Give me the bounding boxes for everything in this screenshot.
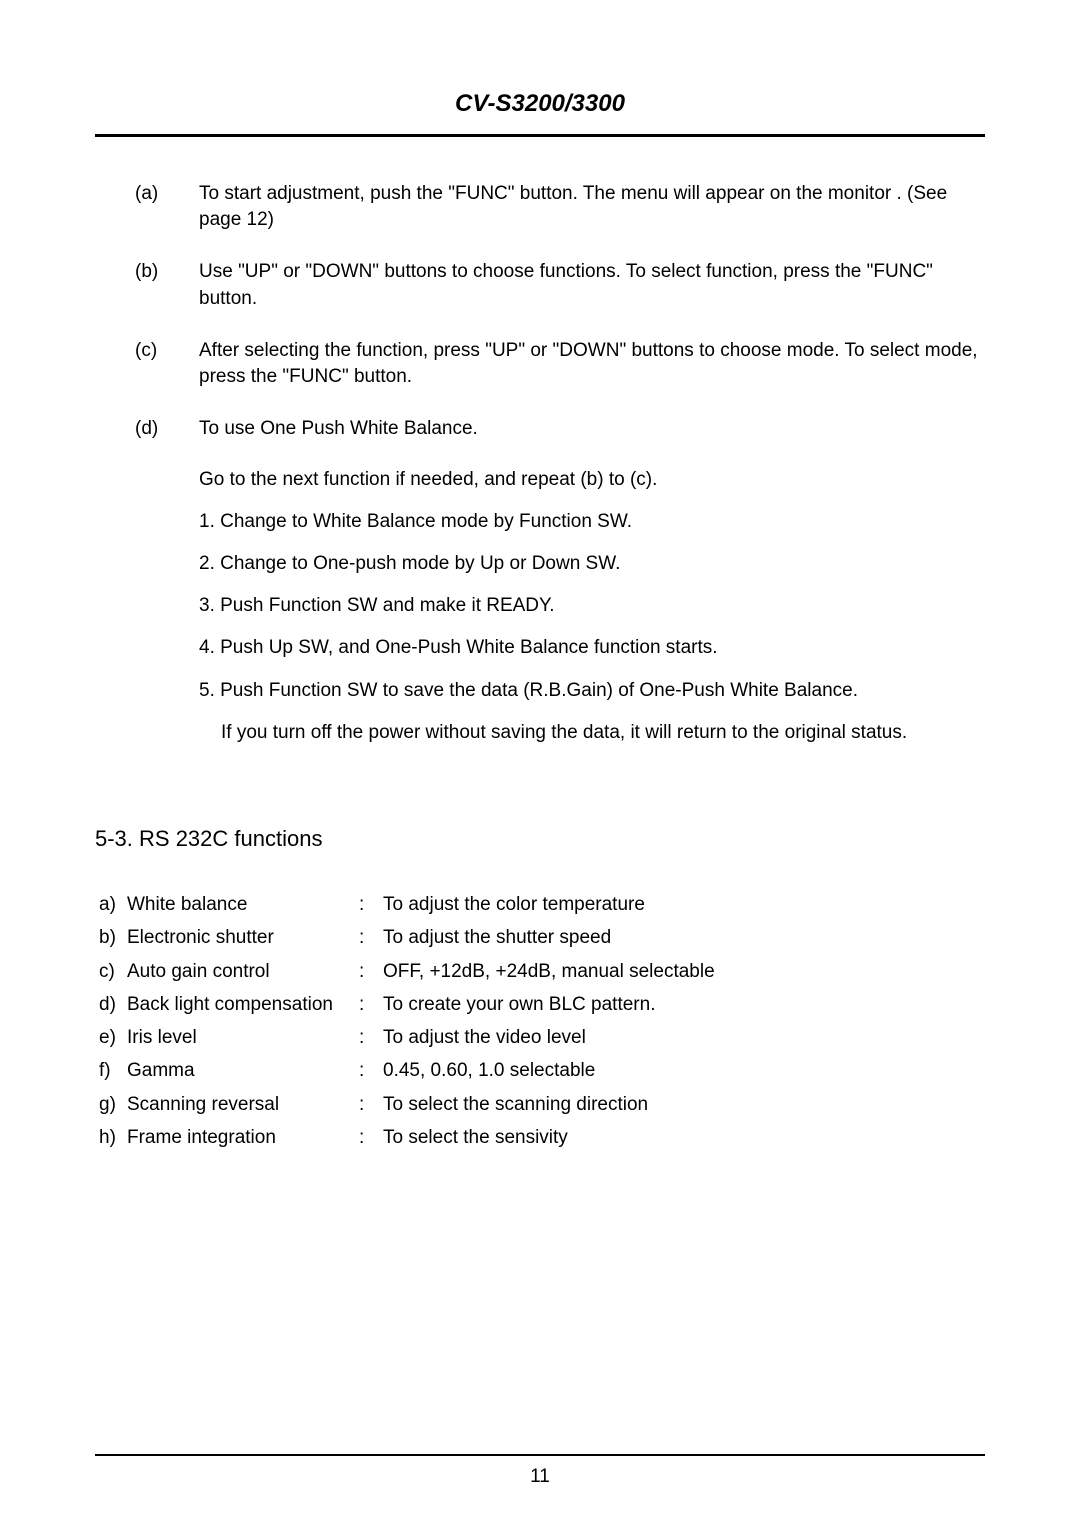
function-name: Auto gain control: [127, 955, 359, 988]
function-colon: :: [359, 955, 377, 988]
instruction-label: (a): [135, 181, 199, 233]
function-desc: To adjust the color temperature: [377, 888, 985, 921]
function-desc: To select the sensivity: [377, 1121, 985, 1154]
instruction-body: To start adjustment, push the "FUNC" but…: [199, 181, 985, 233]
page-title: CV-S3200/3300: [95, 90, 985, 118]
instruction-sublist: Go to the next function if needed, and r…: [199, 451, 985, 747]
page-footer: 11: [95, 1454, 985, 1488]
footer-rule: [95, 1454, 985, 1456]
function-name: White balance: [127, 888, 359, 921]
function-letter: g): [99, 1088, 127, 1121]
function-name: Gamma: [127, 1054, 359, 1087]
function-letter: f): [99, 1054, 127, 1087]
instruction-subline: 2. Change to One-push mode by Up or Down…: [199, 551, 985, 577]
function-colon: :: [359, 888, 377, 921]
functions-table: a) White balance : To adjust the color t…: [99, 888, 985, 1154]
function-row: b) Electronic shutter : To adjust the sh…: [99, 921, 985, 954]
instruction-subline: Go to the next function if needed, and r…: [199, 467, 985, 493]
function-row: a) White balance : To adjust the color t…: [99, 888, 985, 921]
function-colon: :: [359, 988, 377, 1021]
function-row: g) Scanning reversal : To select the sca…: [99, 1088, 985, 1121]
function-row: c) Auto gain control : OFF, +12dB, +24dB…: [99, 955, 985, 988]
instruction-subline: 3. Push Function SW and make it READY.: [199, 593, 985, 619]
function-colon: :: [359, 921, 377, 954]
function-colon: :: [359, 1021, 377, 1054]
function-colon: :: [359, 1121, 377, 1154]
function-desc: To select the scanning direction: [377, 1088, 985, 1121]
function-desc: 0.45, 0.60, 1.0 selectable: [377, 1054, 985, 1087]
function-row: h) Frame integration : To select the sen…: [99, 1121, 985, 1154]
header-rule: [95, 134, 985, 137]
function-name: Back light compensation: [127, 988, 359, 1021]
function-name: Iris level: [127, 1021, 359, 1054]
function-colon: :: [359, 1054, 377, 1087]
instruction-d: (d) To use One Push White Balance. Go to…: [135, 416, 985, 746]
instruction-body: After selecting the function, press "UP"…: [199, 338, 985, 390]
function-colon: :: [359, 1088, 377, 1121]
function-desc: To adjust the shutter speed: [377, 921, 985, 954]
function-letter: h): [99, 1121, 127, 1154]
function-name: Scanning reversal: [127, 1088, 359, 1121]
instruction-subline: 4. Push Up SW, and One-Push White Balanc…: [199, 635, 985, 661]
instruction-label: (b): [135, 259, 199, 311]
instruction-body: Use "UP" or "DOWN" buttons to choose fun…: [199, 259, 985, 311]
function-desc: To create your own BLC pattern.: [377, 988, 985, 1021]
instruction-subnote: If you turn off the power without saving…: [199, 720, 985, 746]
instruction-label: (d): [135, 416, 199, 442]
function-desc: OFF, +12dB, +24dB, manual selectable: [377, 955, 985, 988]
instruction-b: (b) Use "UP" or "DOWN" buttons to choose…: [135, 259, 985, 311]
function-letter: e): [99, 1021, 127, 1054]
instruction-label: (c): [135, 338, 199, 390]
function-letter: b): [99, 921, 127, 954]
function-name: Electronic shutter: [127, 921, 359, 954]
instruction-body: To use One Push White Balance.: [199, 416, 985, 442]
instruction-a: (a) To start adjustment, push the "FUNC"…: [135, 181, 985, 233]
function-row: d) Back light compensation : To create y…: [99, 988, 985, 1021]
function-letter: c): [99, 955, 127, 988]
function-row: e) Iris level : To adjust the video leve…: [99, 1021, 985, 1054]
function-desc: To adjust the video level: [377, 1021, 985, 1054]
instruction-subline: 1. Change to White Balance mode by Funct…: [199, 509, 985, 535]
instruction-subline: 5. Push Function SW to save the data (R.…: [199, 678, 985, 704]
instruction-c: (c) After selecting the function, press …: [135, 338, 985, 390]
section-heading: 5-3. RS 232C functions: [95, 826, 985, 852]
function-letter: a): [99, 888, 127, 921]
function-row: f) Gamma : 0.45, 0.60, 1.0 selectable: [99, 1054, 985, 1087]
function-name: Frame integration: [127, 1121, 359, 1154]
page-number: 11: [95, 1466, 985, 1488]
function-letter: d): [99, 988, 127, 1021]
